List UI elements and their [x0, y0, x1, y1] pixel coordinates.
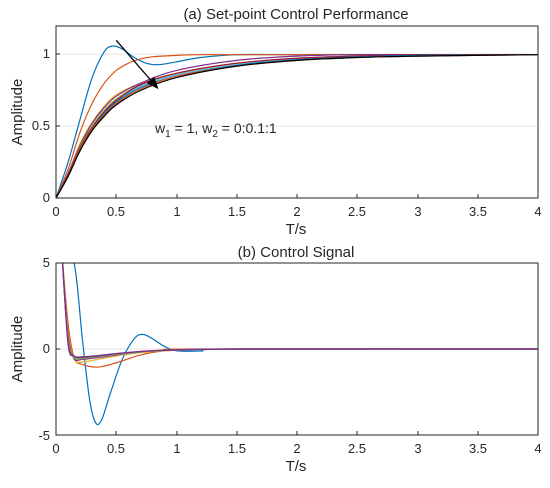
w2-value: = 0:0.1:1: [218, 120, 277, 136]
trend-arrow: [115, 39, 159, 90]
control-signal-line-7: [61, 263, 538, 359]
w1-subscript: 1: [165, 129, 171, 140]
x-tick-label: 2: [293, 204, 300, 219]
y-tick-label: 1: [43, 46, 50, 61]
trend-arrow-head: [146, 76, 159, 90]
panel-b-x-label: T/s: [286, 458, 307, 475]
x-tick-label: 1.5: [228, 441, 246, 456]
control-signal-line-6: [61, 263, 538, 359]
x-tick-label: 4: [534, 204, 541, 219]
panel-a-title: (a) Set-point Control Performance: [183, 6, 408, 23]
x-tick-label: 0.5: [107, 204, 125, 219]
control-signal-line-1: [73, 263, 538, 426]
x-tick-label: 3.5: [469, 441, 487, 456]
control-signal-line-8: [61, 263, 538, 358]
w1-value: = 1, w: [171, 120, 214, 136]
step-response-line-4: [56, 53, 538, 198]
step-response-line-7: [56, 53, 538, 198]
panel-b-x-ticks: 0 0.5 1 1.5 2 2.5 3 3.5 4: [52, 431, 542, 456]
x-tick-label: 2: [293, 441, 300, 456]
y-tick-label: 0: [43, 190, 50, 205]
control-signal-line-5: [61, 263, 538, 360]
panel-a-x-ticks: 0 0.5 1 1.5 2 2.5 3 3.5 4: [52, 194, 542, 219]
panel-a-y-label: Amplitude: [9, 79, 26, 146]
x-tick-label: 0.5: [107, 441, 125, 456]
trend-arrow-shaft: [115, 39, 152, 81]
panel-b-plot: [61, 263, 538, 426]
x-tick-label: 1: [173, 204, 180, 219]
panel-a-y-ticks: 0 0.5 1: [32, 46, 60, 205]
panel-a-x-label: T/s: [286, 221, 307, 238]
panel-a-annotation: w1 = 1, w2 = 0:0.1:1: [154, 120, 277, 140]
panel-a-axes-box: [55, 25, 539, 199]
w2-subscript: 2: [212, 129, 218, 140]
panel-a-plot: [56, 45, 538, 198]
y-tick-label: 0: [43, 341, 50, 356]
y-tick-label: 0.5: [32, 118, 50, 133]
control-signal-line-2: [62, 263, 538, 368]
panel-b-y-label: Amplitude: [9, 316, 26, 383]
panel-b: (b) Control Signal 0 0.5 1 1.5 2 2.5 3 3…: [9, 244, 542, 475]
panel-b-title: (b) Control Signal: [238, 244, 355, 261]
panel-a: (a) Set-point Control Performance 0 0.5 …: [9, 6, 542, 238]
x-tick-label: 2.5: [348, 204, 366, 219]
x-tick-label: 1: [173, 441, 180, 456]
control-signal-line-3: [62, 263, 538, 364]
step-response-line-1: [56, 45, 538, 198]
x-tick-label: 4: [534, 441, 541, 456]
panel-a-grid: [56, 53, 538, 127]
x-tick-label: 2.5: [348, 441, 366, 456]
x-tick-label: 3: [414, 441, 421, 456]
x-tick-label: 3: [414, 204, 421, 219]
x-tick-label: 1.5: [228, 204, 246, 219]
step-response-line-10: [56, 54, 538, 198]
x-tick-label: 0: [52, 204, 59, 219]
x-tick-label: 0: [52, 441, 59, 456]
w1-symbol: w: [154, 120, 166, 136]
panel-b-y-ticks: -5 0 5: [38, 255, 60, 443]
y-tick-label: 5: [43, 255, 50, 270]
control-signal-line-4: [62, 263, 538, 362]
y-tick-label: -5: [38, 428, 50, 443]
x-tick-label: 3.5: [469, 204, 487, 219]
